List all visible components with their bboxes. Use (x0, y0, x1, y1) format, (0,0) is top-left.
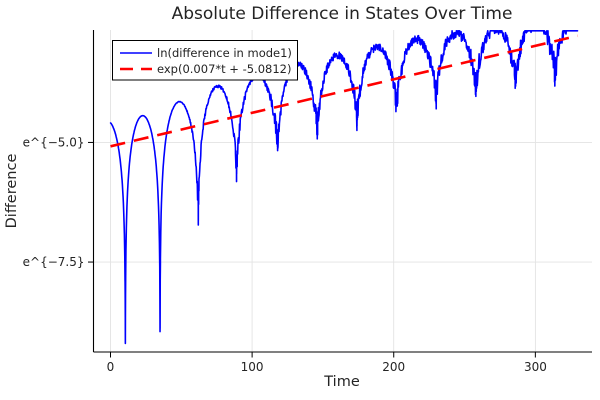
y-tick-label: e^{−5.0} (23, 135, 85, 149)
chart-title: Absolute Difference in States Over Time (172, 4, 513, 24)
x-axis-ticks: 0 100 200 300 (107, 352, 547, 374)
x-tick-label: 300 (524, 360, 547, 374)
series-ln-difference (109, 30, 579, 345)
y-axis-title: Difference (4, 154, 20, 229)
legend: ln(difference in mode1) exp(0.007*t + -5… (112, 40, 298, 81)
x-axis-title: Time (323, 374, 360, 390)
x-tick-label: 0 (107, 360, 115, 374)
x-tick-label: 100 (241, 360, 264, 374)
axes (92, 30, 592, 353)
x-tick-label: 200 (382, 360, 405, 374)
y-tick-label: e^{−7.5} (23, 255, 85, 269)
series-exp-fit-trendline (110, 34, 579, 148)
legend-box (112, 40, 298, 81)
legend-entry-exp-fit: exp(0.007*t + -5.0812) (157, 62, 291, 76)
y-axis-ticks: e^{−5.0} e^{−7.5} (23, 135, 94, 269)
plot-series (109, 30, 579, 345)
legend-entry-ln-difference: ln(difference in mode1) (157, 46, 292, 60)
